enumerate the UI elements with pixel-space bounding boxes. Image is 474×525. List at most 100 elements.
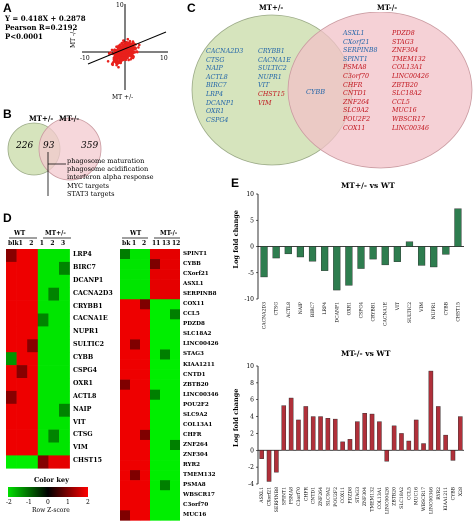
heatmap-cell bbox=[120, 379, 131, 390]
hm-right-header-mt: MT-/- bbox=[160, 230, 178, 237]
scatter-point bbox=[127, 58, 130, 62]
heatmap-cell bbox=[120, 500, 131, 511]
heatmap-cell bbox=[150, 309, 161, 320]
bar-kiaa1211 bbox=[443, 434, 448, 451]
heatmap-cell bbox=[59, 249, 70, 263]
scatter-point bbox=[120, 41, 124, 45]
heatmap-cell bbox=[48, 365, 60, 379]
x-tick-label: KIAA1211 bbox=[443, 487, 449, 511]
p-value: P<0.0001 bbox=[5, 32, 43, 41]
x-tick-label: NAIP bbox=[298, 302, 304, 314]
scatter-point bbox=[109, 51, 112, 54]
heatmap-cell bbox=[140, 259, 151, 270]
y-tick-label: 6 bbox=[250, 397, 254, 404]
heatmap-cell bbox=[37, 352, 49, 366]
heatmap-cell bbox=[37, 390, 49, 405]
scatter-point bbox=[116, 62, 119, 65]
bar-naip bbox=[296, 246, 305, 258]
x-tick-label: CTSG bbox=[274, 302, 280, 316]
panel-letter-b: B bbox=[3, 107, 12, 121]
heatmap-cell bbox=[160, 329, 171, 340]
heatmap-cell bbox=[27, 442, 39, 456]
heatmap-cell bbox=[6, 261, 17, 276]
gene-linc00426: LINC00426 bbox=[392, 72, 430, 80]
color-key-tick: -2 bbox=[6, 499, 12, 506]
hm-col-label: 11 bbox=[152, 240, 161, 247]
x-tick-label: RYR2 bbox=[436, 487, 442, 500]
bar-pou2f2 bbox=[332, 418, 338, 451]
bar-cntd1 bbox=[310, 416, 316, 451]
heatmap-cell bbox=[160, 439, 171, 451]
gene-nupr1: NUPR1 bbox=[258, 73, 282, 81]
heatmap-cell bbox=[120, 339, 131, 350]
y-tick-label: 10 bbox=[246, 191, 254, 198]
heatmap-gene-dcanp1: DCANP1 bbox=[73, 276, 104, 284]
heatmap-cell bbox=[27, 249, 39, 263]
heatmap-cell bbox=[120, 249, 131, 260]
heatmap-cell bbox=[48, 261, 60, 276]
heatmap-cell bbox=[160, 259, 171, 270]
gene-chfr: CHFR bbox=[343, 81, 363, 89]
hm-col-label: blk bbox=[8, 240, 19, 247]
bar-cybb bbox=[442, 246, 450, 255]
heatmap-cell bbox=[6, 455, 17, 469]
color-key-bar bbox=[8, 487, 88, 497]
venn-b-terms: phagosome maturation phagosome acidifica… bbox=[67, 157, 154, 198]
bar-nupr1 bbox=[430, 246, 438, 268]
heatmap-cell bbox=[160, 379, 171, 390]
heatmap-cell bbox=[130, 359, 141, 370]
bar-cacna2d3 bbox=[260, 246, 268, 278]
heatmap-cell bbox=[37, 249, 49, 263]
heatmap-cell bbox=[160, 399, 171, 411]
scatter-point bbox=[119, 56, 122, 59]
bar-asxl1 bbox=[259, 450, 264, 459]
gene-col13a1: COL13A1 bbox=[392, 64, 423, 72]
heatmap-cell bbox=[37, 287, 49, 301]
heatmap-cell bbox=[6, 378, 17, 392]
x-tick-label: CYBB bbox=[450, 486, 456, 500]
gene-znf264: ZNF264 bbox=[343, 98, 370, 106]
bar-cspg4 bbox=[357, 246, 365, 269]
heatmap-cell bbox=[130, 369, 141, 380]
heatmap-cell bbox=[37, 261, 49, 276]
gene-serpinb8: SERPINB8 bbox=[343, 47, 378, 55]
heatmap-cell bbox=[160, 289, 171, 300]
hm-col-label: 1 bbox=[132, 240, 137, 247]
x-tick-label: C3orf70 bbox=[296, 487, 302, 506]
bar-wbscr17 bbox=[421, 443, 426, 451]
heatmap-cell bbox=[140, 329, 151, 340]
heatmap-cell bbox=[37, 313, 49, 327]
heatmap-cell bbox=[160, 419, 171, 431]
heatmap-cell bbox=[120, 409, 131, 421]
bar-cxorf21 bbox=[266, 450, 272, 482]
gene-pdzd8: PDZD8 bbox=[392, 30, 415, 37]
heatmap-cell bbox=[27, 287, 39, 301]
heatmap-cell bbox=[6, 390, 17, 405]
x-tick-label: SERPINB8 bbox=[274, 487, 280, 512]
bar-tmem132 bbox=[369, 413, 375, 451]
heatmap-cell bbox=[16, 390, 28, 405]
hm-col-label: 1 bbox=[39, 240, 44, 247]
heatmap-cell bbox=[170, 480, 180, 491]
heatmap-gene-kiaa1211: KIAA1211 bbox=[183, 361, 215, 368]
heatmap-cell bbox=[170, 389, 180, 401]
x-tick-label: PSMA8 bbox=[289, 487, 295, 504]
heatmap-cell bbox=[150, 480, 161, 491]
heatmap-cell bbox=[59, 365, 70, 379]
gene-cacna1e: CACNA1E bbox=[258, 56, 291, 64]
venn-c-overlap: CYBB bbox=[306, 88, 326, 96]
heatmap-cell bbox=[16, 326, 28, 340]
x-tick-label: COX11 bbox=[340, 487, 346, 503]
chart-title: MT+/- vs WT bbox=[341, 181, 395, 190]
heatmap-cell bbox=[27, 455, 39, 469]
heatmap-cell bbox=[160, 389, 171, 401]
heatmap-right bbox=[120, 249, 180, 521]
bar-cacna1e bbox=[381, 246, 389, 266]
heatmap-cell bbox=[130, 249, 141, 260]
gene-slc18a2: SLC18A2 bbox=[392, 90, 422, 98]
scatter-point bbox=[119, 53, 122, 57]
x-tick-label: ZNF264 bbox=[318, 487, 324, 506]
heatmap-cell bbox=[6, 365, 17, 379]
heatmap-cell bbox=[59, 390, 70, 405]
x-tick-label: LINC00426 bbox=[384, 487, 390, 514]
